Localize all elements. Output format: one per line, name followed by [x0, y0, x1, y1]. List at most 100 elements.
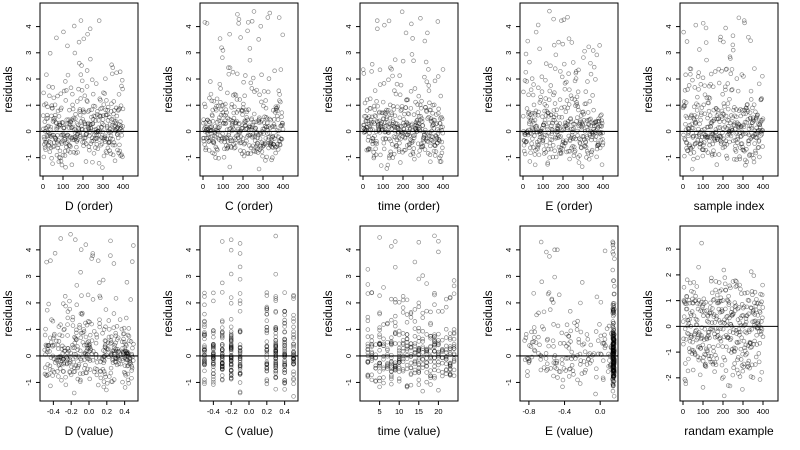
data-point: [706, 333, 711, 338]
data-point: [695, 301, 700, 306]
data-point: [710, 297, 716, 303]
data-point: [408, 345, 414, 351]
data-point: [750, 120, 755, 125]
data-point: [100, 331, 105, 336]
data-point: [96, 125, 101, 130]
data-point: [52, 112, 58, 118]
x-tick-label: 400: [117, 182, 130, 191]
y-tick-label: 3: [344, 274, 353, 278]
data-point: [67, 306, 73, 312]
data-point: [65, 309, 71, 314]
data-point: [237, 364, 243, 369]
data-point: [721, 119, 727, 124]
data-point: [753, 307, 759, 313]
data-point: [85, 124, 91, 130]
data-point: [65, 72, 71, 78]
data-point: [211, 374, 216, 379]
data-point: [742, 348, 748, 353]
data-point: [611, 372, 616, 377]
data-point: [700, 342, 706, 348]
data-point: [389, 244, 394, 249]
data-point: [271, 117, 277, 122]
data-point: [533, 29, 539, 35]
data-point: [277, 142, 283, 147]
data-point: [728, 310, 734, 315]
data-point: [42, 142, 47, 147]
data-point: [228, 368, 234, 373]
data-point: [233, 120, 239, 125]
data-point: [264, 116, 270, 121]
data-point: [438, 153, 443, 159]
data-point: [428, 320, 433, 326]
data-point: [708, 359, 714, 365]
data-point: [46, 84, 52, 89]
data-point: [389, 341, 394, 347]
data-point: [110, 128, 115, 133]
data-point: [252, 89, 257, 94]
data-point: [56, 338, 62, 344]
data-point: [722, 320, 727, 326]
data-point: [551, 42, 557, 48]
data-point: [369, 358, 375, 363]
data-point: [576, 123, 582, 129]
data-point: [576, 340, 582, 345]
data-point: [43, 372, 49, 378]
data-point: [126, 326, 131, 331]
y-tick-label: 4: [504, 248, 513, 252]
data-point: [736, 329, 741, 335]
data-point: [538, 131, 543, 137]
data-point: [271, 142, 277, 147]
data-point: [365, 359, 371, 364]
data-point: [610, 341, 616, 347]
data-point: [381, 343, 386, 348]
data-point: [424, 348, 429, 353]
data-point: [247, 143, 252, 148]
data-point: [83, 135, 88, 141]
data-point: [610, 302, 616, 308]
data-point: [435, 74, 441, 79]
data-point: [586, 357, 591, 362]
data-point: [721, 112, 727, 117]
data-point: [611, 364, 616, 369]
data-point: [45, 347, 50, 352]
data-point: [531, 121, 537, 126]
data-point: [41, 134, 47, 140]
data-point: [706, 100, 711, 106]
data-point: [736, 121, 741, 127]
data-point: [73, 128, 79, 134]
data-point: [756, 351, 762, 356]
data-point: [685, 330, 690, 336]
data-point: [611, 346, 616, 351]
data-point: [87, 358, 93, 363]
x-tick-label: 100: [537, 182, 550, 191]
data-point: [692, 120, 698, 125]
data-point: [251, 9, 257, 14]
data-point: [58, 322, 63, 327]
data-point: [74, 302, 79, 308]
data-point: [230, 69, 236, 75]
data-point: [715, 298, 721, 304]
data-point: [55, 93, 60, 99]
data-point: [95, 146, 101, 152]
data-point: [745, 290, 750, 295]
data-point: [108, 109, 114, 114]
data-point: [85, 292, 91, 298]
data-point: [103, 76, 108, 81]
data-point: [680, 319, 686, 324]
data-point: [48, 339, 54, 345]
y-tick-label: 4: [24, 248, 33, 252]
data-point: [51, 143, 57, 149]
data-point: [58, 158, 64, 164]
data-point: [126, 333, 132, 339]
data-point: [712, 138, 718, 143]
data-point: [282, 308, 287, 314]
data-point: [268, 140, 274, 145]
data-point: [406, 123, 411, 129]
data-point: [716, 66, 721, 72]
data-point: [273, 344, 278, 349]
data-point: [723, 288, 728, 293]
data-point: [228, 343, 234, 349]
data-point: [528, 150, 533, 155]
data-point: [86, 339, 91, 344]
